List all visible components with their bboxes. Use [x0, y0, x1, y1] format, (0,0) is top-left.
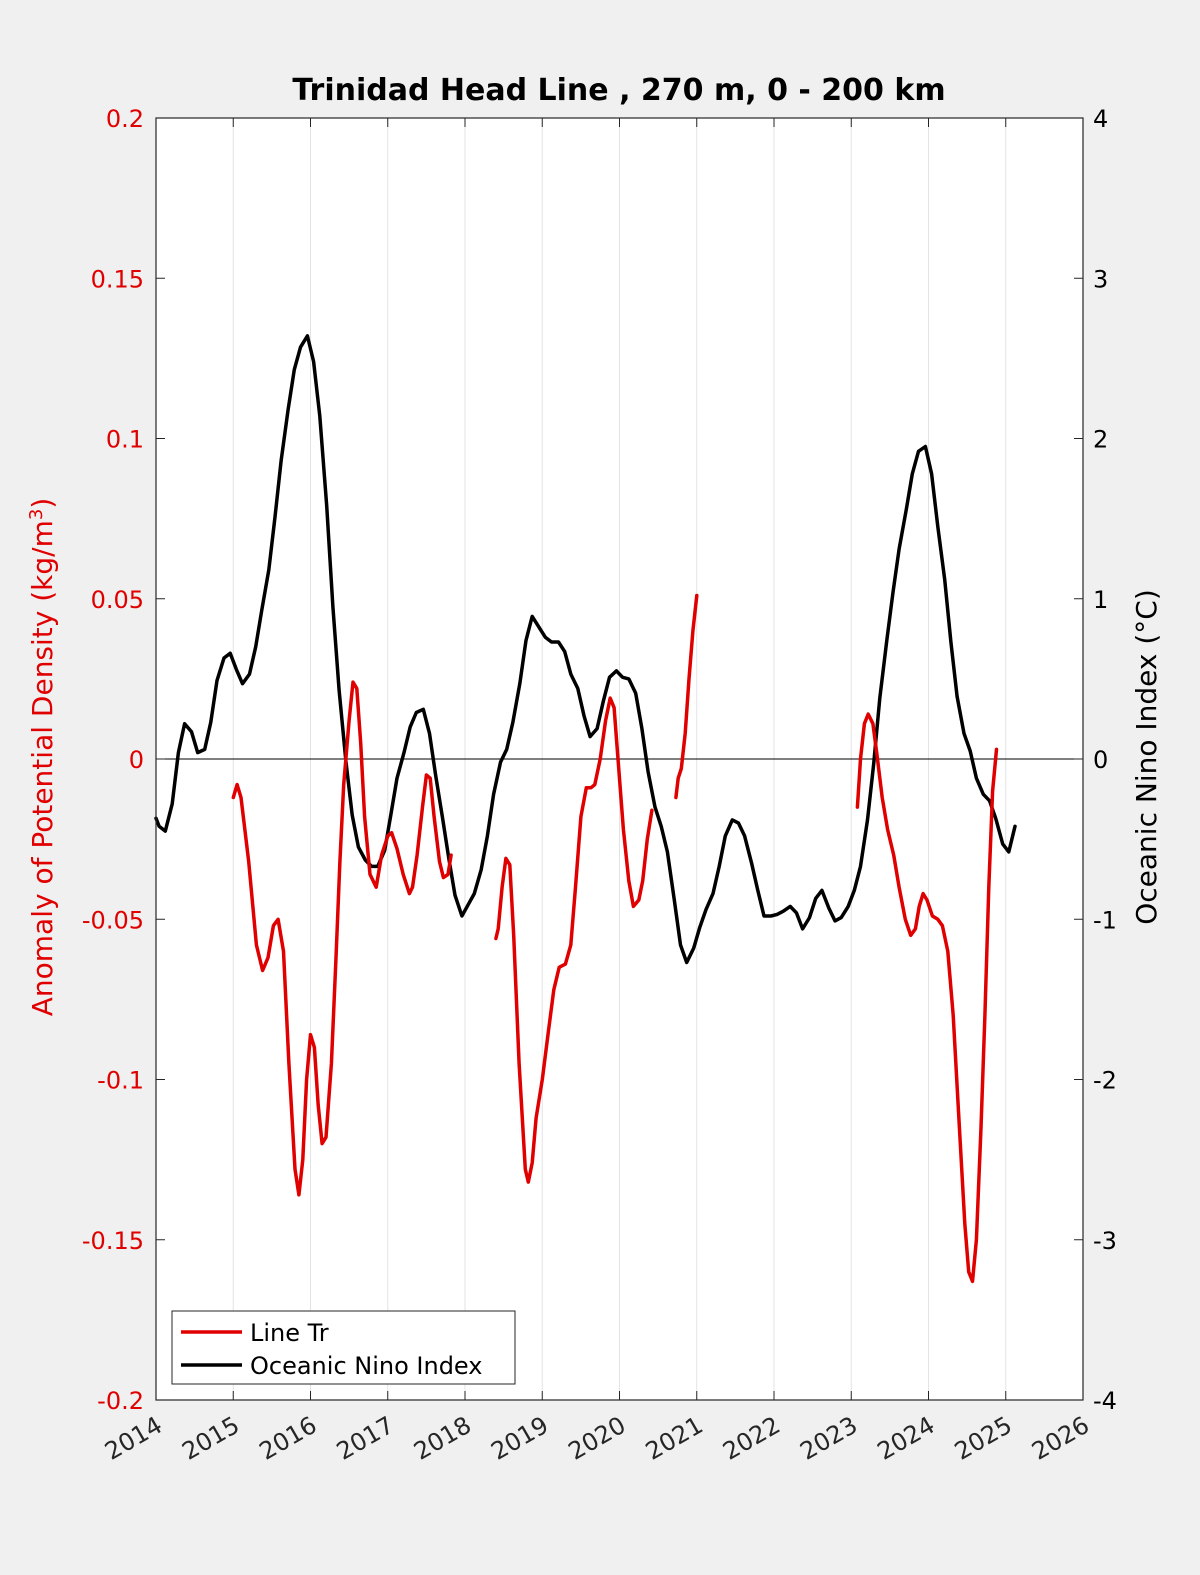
y-right-tick-label: 3 — [1093, 265, 1108, 293]
y-right-tick-label: -4 — [1093, 1387, 1117, 1415]
y-left-tick-label: -0.15 — [82, 1227, 144, 1255]
chart-title: Trinidad Head Line , 270 m, 0 - 200 km — [292, 73, 945, 108]
y-right-tick-label: 0 — [1093, 746, 1108, 774]
y-axis-left-label: Anomaly of Potential Density (kg/m3) — [26, 498, 60, 1017]
legend: Line Tr Oceanic Nino Index — [171, 1310, 516, 1385]
y-right-tick-label: -1 — [1093, 906, 1117, 934]
y-left-tick-label: 0.05 — [91, 586, 144, 614]
y-axis-right-label: Oceanic Nino Index (°C) — [1130, 589, 1163, 925]
legend-box — [171, 1310, 516, 1385]
legend-label-line-tr: Line Tr — [250, 1319, 329, 1347]
series-layer — [154, 334, 1017, 1284]
y-left-tick-label: 0.1 — [106, 426, 144, 454]
legend-label-oceanic-nino-index: Oceanic Nino Index — [250, 1352, 482, 1380]
series-line-line-tr — [494, 696, 654, 1184]
y-right-tick-label: 4 — [1093, 105, 1108, 133]
series-line-line-tr — [855, 712, 999, 1284]
y-axis-left: 0.2 0.15 0.1 0.05 0 -0.05 -0.1 -0.15 -0.2 — [82, 105, 165, 1415]
y-right-tick-label: 2 — [1093, 426, 1108, 454]
y-right-tick-label: -2 — [1093, 1067, 1117, 1095]
y-left-tick-label: 0.15 — [91, 265, 144, 293]
y-right-tick-label: -3 — [1093, 1227, 1117, 1255]
y-left-tick-label: 0.2 — [106, 105, 144, 133]
y-axis-right: 4 3 2 1 0 -1 -2 -3 -4 — [1074, 105, 1117, 1415]
y-axis-left-label-main: Anomaly of Potential Density (kg/m — [26, 520, 59, 1016]
y-axis-left-label-superscript: 3 — [26, 509, 47, 520]
series-line-line-tr — [231, 680, 453, 1197]
y-left-tick-label: -0.05 — [82, 906, 144, 934]
y-left-tick-label: -0.2 — [97, 1387, 144, 1415]
y-left-tick-label: 0 — [129, 746, 144, 774]
series-line-oceanic-nino-index — [154, 334, 1017, 965]
y-right-tick-label: 1 — [1093, 586, 1108, 614]
series-line-line-tr — [674, 593, 699, 800]
y-axis-left-label-close: ) — [26, 498, 59, 509]
y-left-tick-label: -0.1 — [97, 1067, 144, 1095]
